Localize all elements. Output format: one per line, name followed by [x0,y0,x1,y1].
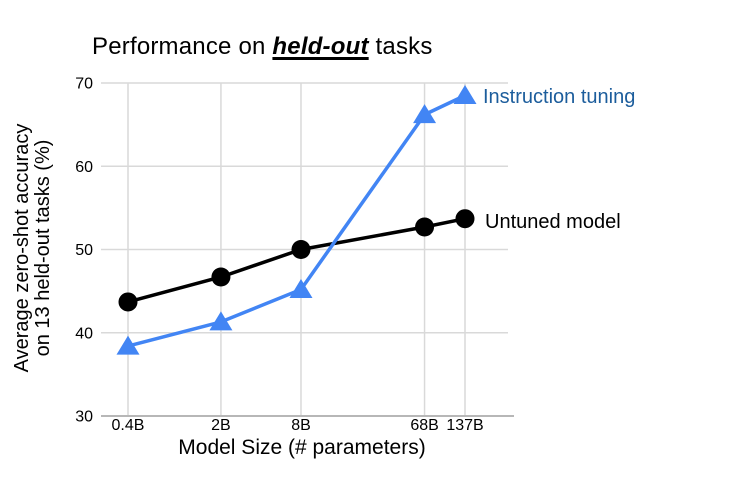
chart-title-suffix: tasks [368,33,433,60]
x-tick-label: 2B [211,417,231,434]
data-point-triangle [289,278,313,298]
data-point-circle [291,240,311,259]
series-label-instruction-tuning: Instruction tuning [483,86,636,108]
data-point-circle [415,217,435,237]
chart-title-prefix: Performance on [92,33,273,60]
data-point-triangle [116,335,140,355]
data-point-triangle [453,84,477,104]
y-tick-label: 70 [75,76,93,93]
x-tick-label: 68B [410,417,438,434]
x-tick-label: 8B [291,417,311,434]
data-point-triangle [413,104,437,124]
chart-title: Performance on held-out tasks [92,33,433,61]
y-tick-label: 30 [75,409,93,426]
y-tick-label: 60 [75,159,93,176]
y-tick-label: 50 [75,242,93,259]
series-line-instruction-tuning [126,93,467,348]
x-tick-label: 137B [446,417,483,434]
x-axis-title: Model Size (# parameters) [178,436,426,459]
data-point-circle [455,209,475,229]
data-point-circle [118,292,138,312]
data-point-triangle [209,311,233,331]
x-tick-label: 0.4B [112,417,145,434]
series-label-untuned-model: Untuned model [485,211,621,233]
y-tick-label: 40 [75,325,93,342]
data-point-circle [211,267,231,287]
chart-title-emphasis: held-out [272,33,369,60]
